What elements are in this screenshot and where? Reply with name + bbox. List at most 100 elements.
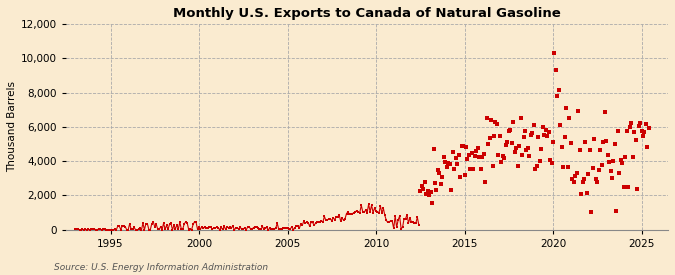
Point <box>462 156 473 161</box>
Point <box>455 175 466 179</box>
Point <box>429 181 440 186</box>
Point <box>464 152 475 157</box>
Point <box>599 110 610 115</box>
Point <box>439 155 450 159</box>
Point <box>556 145 567 150</box>
Y-axis label: Thousand Barrels: Thousand Barrels <box>7 81 17 172</box>
Point <box>425 190 436 194</box>
Point <box>632 187 643 191</box>
Point <box>595 147 605 152</box>
Point <box>418 187 429 191</box>
Point <box>474 155 485 159</box>
Point <box>530 167 541 171</box>
Point <box>551 68 562 73</box>
Point <box>576 192 587 197</box>
Point <box>642 145 653 149</box>
Point <box>491 122 502 127</box>
Point <box>554 88 564 92</box>
Point <box>607 176 618 180</box>
Point <box>518 135 529 139</box>
Point <box>583 172 594 176</box>
Point <box>419 179 430 184</box>
Point <box>603 160 614 165</box>
Point <box>555 123 566 127</box>
Point <box>496 160 507 164</box>
Point <box>449 167 460 171</box>
Point <box>529 123 539 128</box>
Point <box>617 161 628 166</box>
Point <box>634 121 645 125</box>
Point <box>571 171 582 175</box>
Point <box>562 165 573 169</box>
Point <box>596 163 607 167</box>
Point <box>626 120 637 125</box>
Point <box>444 161 455 166</box>
Point <box>466 151 477 155</box>
Point <box>423 189 433 193</box>
Title: Monthly U.S. Exports to Canada of Natural Gasoline: Monthly U.S. Exports to Canada of Natura… <box>173 7 561 20</box>
Point <box>415 189 426 193</box>
Point <box>643 126 654 131</box>
Point <box>531 163 542 168</box>
Point <box>582 191 593 195</box>
Point <box>627 155 638 160</box>
Point <box>514 144 524 148</box>
Point <box>428 146 439 151</box>
Point <box>587 166 598 170</box>
Point <box>440 160 451 164</box>
Point <box>460 144 471 149</box>
Point <box>546 160 557 165</box>
Point <box>589 136 599 141</box>
Point <box>585 148 595 153</box>
Point <box>504 129 514 133</box>
Point <box>515 116 526 120</box>
Point <box>434 171 445 175</box>
Point <box>574 148 585 152</box>
Point <box>552 94 563 98</box>
Point <box>505 128 516 132</box>
Point <box>586 210 597 214</box>
Point <box>533 135 543 140</box>
Point <box>484 136 495 140</box>
Point <box>446 188 456 192</box>
Point <box>605 169 616 174</box>
Point <box>537 125 548 129</box>
Point <box>620 155 630 159</box>
Point <box>525 133 536 137</box>
Point <box>495 134 506 139</box>
Point <box>468 167 479 171</box>
Point <box>638 133 649 138</box>
Point <box>614 170 625 175</box>
Point <box>535 159 545 164</box>
Point <box>591 177 601 182</box>
Point <box>636 129 647 133</box>
Point <box>452 162 462 167</box>
Point <box>564 116 574 121</box>
Point <box>547 140 558 144</box>
Point <box>437 175 448 179</box>
Point <box>633 123 644 128</box>
Point <box>481 116 492 120</box>
Point <box>465 167 476 171</box>
Point <box>565 141 576 145</box>
Point <box>448 150 458 154</box>
Point <box>521 148 532 153</box>
Point <box>477 155 487 160</box>
Point <box>542 133 553 138</box>
Point <box>549 51 560 55</box>
Point <box>508 120 518 125</box>
Point <box>516 153 527 158</box>
Point <box>469 154 480 158</box>
Point <box>499 156 510 160</box>
Point <box>593 168 604 172</box>
Point <box>545 158 556 162</box>
Point <box>450 156 461 161</box>
Point <box>578 177 589 181</box>
Point <box>616 157 626 162</box>
Point <box>431 188 442 192</box>
Point <box>433 167 443 172</box>
Point <box>480 180 491 184</box>
Point <box>509 150 520 154</box>
Point <box>611 209 622 213</box>
Point <box>458 144 468 148</box>
